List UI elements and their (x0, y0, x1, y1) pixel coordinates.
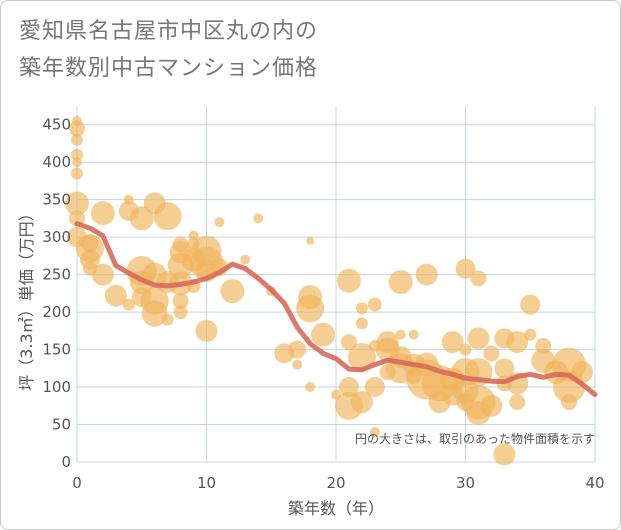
data-bubble (561, 394, 578, 411)
data-bubble (470, 270, 487, 287)
data-bubble (172, 292, 189, 309)
data-bubble (336, 268, 361, 293)
data-bubble (455, 258, 476, 279)
x-tick-label: 10 (197, 474, 216, 492)
data-bubble (388, 270, 413, 295)
size-note: 円の大きさは、取引のあった物件面積を示す (355, 431, 595, 446)
data-bubble (173, 305, 188, 320)
data-bubble (509, 394, 526, 411)
data-bubble (288, 340, 307, 359)
y-axis-ticks: 0 50 100 150 200 250 300 350 400 450 (42, 116, 71, 471)
y-tick-label: 0 (61, 453, 71, 471)
data-bubble (214, 217, 225, 228)
x-tick-label: 20 (326, 474, 345, 492)
y-tick-label: 350 (42, 191, 71, 209)
data-bubble (65, 191, 89, 216)
data-bubble (141, 300, 168, 327)
data-bubble (69, 210, 85, 227)
y-tick-label: 400 (42, 153, 71, 171)
data-bubble (195, 319, 218, 342)
bubbles-layer (65, 115, 594, 466)
data-bubble (524, 328, 537, 341)
y-tick-label: 50 (52, 416, 71, 434)
y-tick-label: 100 (42, 378, 71, 396)
data-bubble (441, 331, 464, 354)
data-bubble (306, 236, 315, 245)
data-bubble (415, 263, 438, 286)
data-bubble (355, 317, 368, 330)
x-tick-label: 40 (585, 474, 604, 492)
trend-layer (74, 221, 598, 397)
data-bubble (71, 148, 83, 161)
data-bubble (311, 322, 336, 347)
data-bubble (153, 202, 182, 231)
data-bubble (520, 294, 541, 315)
x-axis-label: 築年数（年） (288, 499, 384, 518)
y-tick-label: 250 (42, 266, 71, 284)
chart-title-line-2: 築年数別中古マンション価格 (19, 56, 319, 81)
data-bubble (72, 157, 82, 168)
data-bubble (459, 343, 472, 356)
data-bubble (129, 206, 154, 231)
data-bubble (483, 345, 500, 362)
data-bubble (220, 279, 245, 304)
x-tick-label: 30 (456, 474, 475, 492)
x-axis-ticks: 0 10 20 30 40 (72, 474, 604, 492)
data-bubble (355, 302, 368, 315)
y-tick-label: 450 (42, 116, 71, 134)
data-bubble (338, 377, 359, 398)
data-bubble (494, 358, 515, 379)
data-bubble (305, 382, 316, 393)
data-bubble (340, 334, 357, 351)
data-bubble (367, 297, 382, 312)
data-bubble (506, 331, 529, 354)
data-bubble (122, 298, 135, 311)
data-bubble (240, 254, 251, 265)
data-bubble (347, 343, 376, 372)
x-tick-label: 0 (72, 474, 82, 492)
data-bubble (71, 167, 83, 180)
data-bubble (493, 443, 516, 466)
data-bubble (104, 284, 127, 307)
data-bubble (480, 394, 503, 417)
data-bubble (123, 194, 134, 205)
data-bubble (395, 329, 406, 340)
data-bubble (71, 133, 83, 146)
y-tick-label: 200 (42, 303, 71, 321)
data-bubble (91, 263, 114, 286)
data-bubble (369, 427, 380, 438)
data-bubble (408, 329, 419, 340)
data-bubble (350, 391, 373, 414)
data-bubble (292, 359, 303, 370)
chart-title-line-1: 愛知県名古屋市中区丸の内の (19, 19, 319, 44)
data-bubble (467, 327, 490, 350)
data-bubble (90, 201, 115, 226)
y-axis-label: 坪（3.3㎡）単価（万円） (17, 205, 36, 390)
y-tick-label: 150 (42, 341, 71, 359)
data-bubble (253, 213, 264, 224)
data-bubble (364, 377, 385, 398)
data-bubble (69, 120, 85, 137)
trend-line (74, 221, 598, 397)
data-bubble (161, 313, 174, 326)
chart-title: 愛知県名古屋市中区丸の内の 築年数別中古マンション価格 (19, 13, 318, 87)
data-bubble (296, 294, 325, 323)
y-tick-label: 300 (42, 228, 71, 246)
